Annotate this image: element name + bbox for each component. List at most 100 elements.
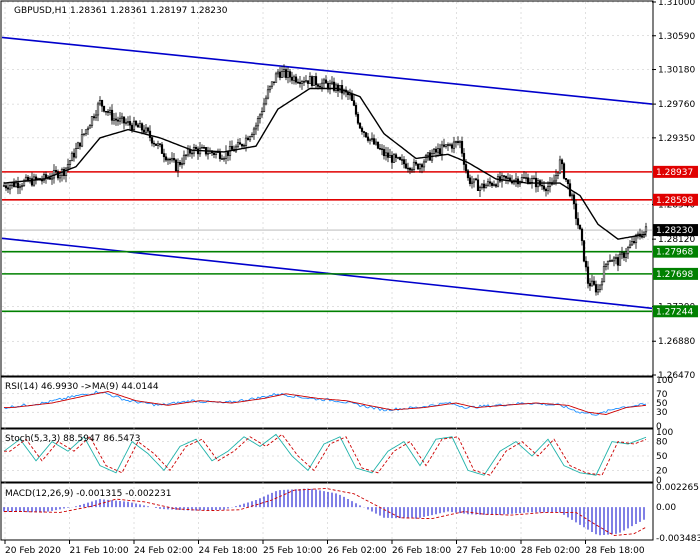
candle-body <box>30 178 34 186</box>
time-tick-label: 24 Feb 02:00 <box>134 546 193 556</box>
candle-body <box>546 186 550 192</box>
candle-body <box>290 76 294 81</box>
candle-body <box>156 143 160 146</box>
candle-body <box>244 137 248 146</box>
candle-body <box>330 81 334 84</box>
candle-body <box>150 137 154 144</box>
candle-body <box>470 181 474 184</box>
candle-body <box>626 247 630 255</box>
candle-body <box>20 185 24 188</box>
candle-body <box>582 240 586 262</box>
candle-body <box>322 79 326 84</box>
candle-body <box>592 280 596 285</box>
price-badge <box>653 224 698 237</box>
candle-body <box>170 158 174 161</box>
candle-body <box>354 105 358 115</box>
candle-body <box>10 182 14 186</box>
time-tick-label: 20 Feb 2020 <box>5 546 61 556</box>
candle-body <box>616 257 620 266</box>
candle-body <box>478 187 482 191</box>
candle-body <box>294 76 298 83</box>
candle-body <box>80 134 84 147</box>
candle-body <box>72 152 76 158</box>
candle-body <box>168 158 172 161</box>
candle-body <box>114 118 118 121</box>
candle-body <box>278 71 282 78</box>
price-badge <box>653 245 698 258</box>
candle-body <box>388 155 392 158</box>
candle-body <box>56 171 60 179</box>
candle-body <box>434 148 438 153</box>
candle-body <box>608 260 612 262</box>
candle-body <box>296 81 300 84</box>
candle-body <box>314 76 318 85</box>
candle-body <box>404 163 408 169</box>
candle-body <box>564 178 568 181</box>
rsi-tick-label: 50 <box>656 399 668 409</box>
candle-body <box>440 144 444 155</box>
stoch-header: Stoch(5,3,3) 88.5947 86.5473 <box>5 434 140 444</box>
candle-body <box>494 184 498 187</box>
candle-body <box>24 176 28 181</box>
price-badges: 1.28937 1.28598 1.27968 1.27698 1.27244 1.282… <box>653 165 698 318</box>
candle-body <box>276 71 280 75</box>
candle-body <box>182 154 186 164</box>
candle-body <box>262 103 266 112</box>
candle-body <box>146 127 150 132</box>
candle-body <box>180 163 184 165</box>
candle-body <box>614 257 618 259</box>
candle-body <box>460 141 464 154</box>
candle-body <box>248 136 252 141</box>
time-tick-label: 26 Feb 18:00 <box>392 546 451 556</box>
candle-body <box>490 182 494 186</box>
candle-body <box>304 80 308 83</box>
stoch-signal-line <box>4 433 647 476</box>
time-tick-label: 28 Feb 18:00 <box>586 546 645 556</box>
candle-body <box>166 158 170 161</box>
candle-body <box>630 241 634 246</box>
candle-body <box>230 146 234 150</box>
candle-body <box>138 123 142 128</box>
stoch-tick-label: 100 <box>656 428 673 438</box>
candle-body <box>378 148 382 150</box>
moving-average <box>3 87 647 240</box>
candle-body <box>580 228 584 241</box>
candle-body <box>406 167 410 170</box>
candle-body <box>110 109 114 121</box>
candle-body <box>394 154 398 158</box>
candle-body <box>40 179 44 182</box>
candle-body <box>462 152 466 165</box>
rsi-tick-label: 100 <box>656 376 673 386</box>
candle-body <box>240 144 244 147</box>
stoch-tick-label: 80 <box>656 438 668 448</box>
candle-body <box>514 178 518 181</box>
candle-body <box>128 121 132 126</box>
time-tick-label: 28 Feb 02:00 <box>521 546 580 556</box>
price-badge <box>653 305 698 318</box>
main-panel-border <box>0 0 654 377</box>
candle-body <box>76 142 80 149</box>
candle-body <box>236 142 240 148</box>
candle-body <box>492 184 496 186</box>
candle-body <box>376 141 380 149</box>
candle-body <box>540 184 544 187</box>
price-badge-label: 1.28937 <box>656 168 693 178</box>
candle-body <box>338 85 342 92</box>
candle-body <box>456 141 460 143</box>
price-levels <box>2 171 652 313</box>
candle-body <box>8 185 12 190</box>
candle-body <box>144 127 148 133</box>
rsi-ma-line <box>4 391 647 415</box>
candle-body <box>206 153 210 155</box>
candle-body <box>506 177 510 179</box>
candle-body <box>350 93 354 101</box>
candle-body <box>254 125 258 130</box>
candle-body <box>308 76 312 84</box>
candle-body <box>258 114 262 119</box>
candle-body <box>562 163 566 179</box>
candle-body <box>578 224 582 230</box>
candle-body <box>300 81 304 84</box>
macd-indicator <box>3 488 647 536</box>
candle-body <box>386 152 390 158</box>
